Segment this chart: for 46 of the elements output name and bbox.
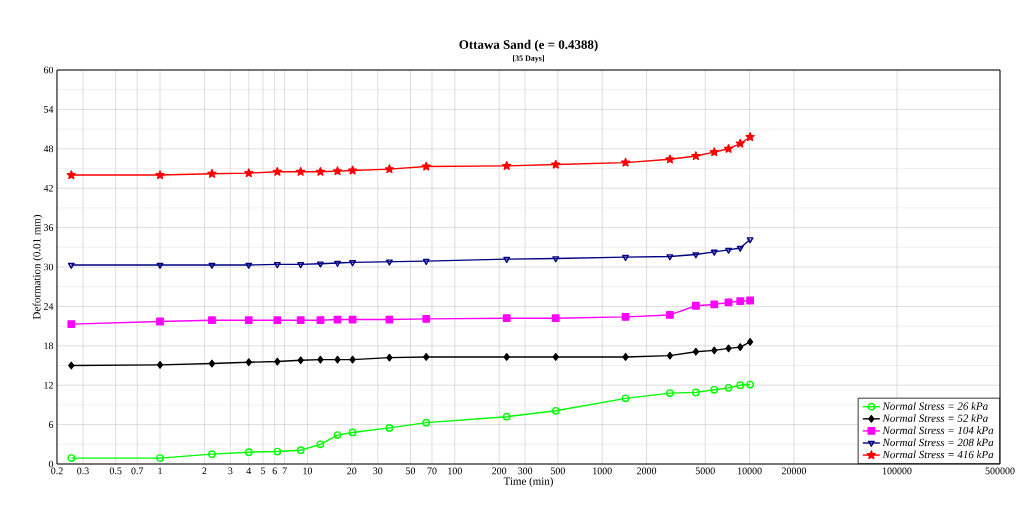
y-tick-label: 30	[44, 263, 54, 271]
legend-label: Normal Stress = 104 kPa	[882, 426, 994, 435]
y-tick-label: 54	[44, 106, 54, 113]
y-tick-label: 0	[48, 460, 54, 468]
x-tick-label: 10000	[738, 467, 762, 475]
x-tick-label: 5	[261, 467, 266, 475]
legend-label: Normal Stress = 416 kPa	[882, 450, 994, 459]
x-tick-label: 5000	[695, 467, 715, 475]
x-tick-label: 20000	[781, 467, 807, 475]
x-tick-label: 70	[427, 467, 437, 475]
x-tick-label: 0.3	[77, 467, 89, 475]
legend-label: Normal Stress = 208 kPa	[882, 438, 994, 447]
x-tick-label: 1000	[593, 467, 612, 475]
x-tick-label: 1	[158, 467, 162, 475]
legend-label: Normal Stress = 52 kPa	[882, 414, 988, 422]
y-tick-label: 24	[43, 303, 54, 310]
x-tick-label: 0.5	[109, 467, 122, 475]
legend-label: Normal Stress = 26 kPa	[882, 402, 988, 410]
x-axis-title: Time (min)	[503, 477, 553, 488]
y-tick-label: 42	[43, 184, 53, 192]
y-axis-title: Deformation (0.01 mm)	[32, 214, 43, 320]
y-tick-label: 60	[43, 66, 54, 74]
x-tick-label: 500	[550, 467, 565, 475]
y-tick-label: 12	[44, 381, 53, 389]
y-tick-label: 6	[48, 421, 54, 428]
x-tick-label: 0.2	[51, 467, 63, 475]
x-tick-label: 200	[492, 467, 507, 475]
x-tick-label: 2	[202, 467, 207, 475]
x-tick-label: 100000	[882, 467, 912, 475]
x-tick-label: 4	[246, 467, 252, 475]
x-tick-label: 3	[228, 467, 233, 475]
x-tick-label: 20	[347, 467, 357, 475]
x-tick-label: 10	[303, 467, 313, 475]
y-tick-label: 36	[44, 224, 54, 231]
x-tick-label: 0.7	[131, 467, 144, 475]
x-tick-label: 30	[373, 467, 383, 475]
x-tick-label: 300	[518, 467, 533, 475]
x-tick-label: 7	[282, 467, 287, 475]
chart-title: Ottawa Sand (e = 0.4388)	[459, 39, 598, 52]
x-tick-label: 2000	[637, 467, 657, 475]
x-tick-label: 50	[406, 467, 416, 475]
y-tick-label: 48	[43, 145, 54, 153]
x-tick-label: 500000	[985, 467, 1015, 475]
y-tick-label: 18	[44, 342, 54, 350]
x-tick-label: 100	[448, 467, 462, 475]
x-tick-label: 6	[272, 467, 277, 475]
